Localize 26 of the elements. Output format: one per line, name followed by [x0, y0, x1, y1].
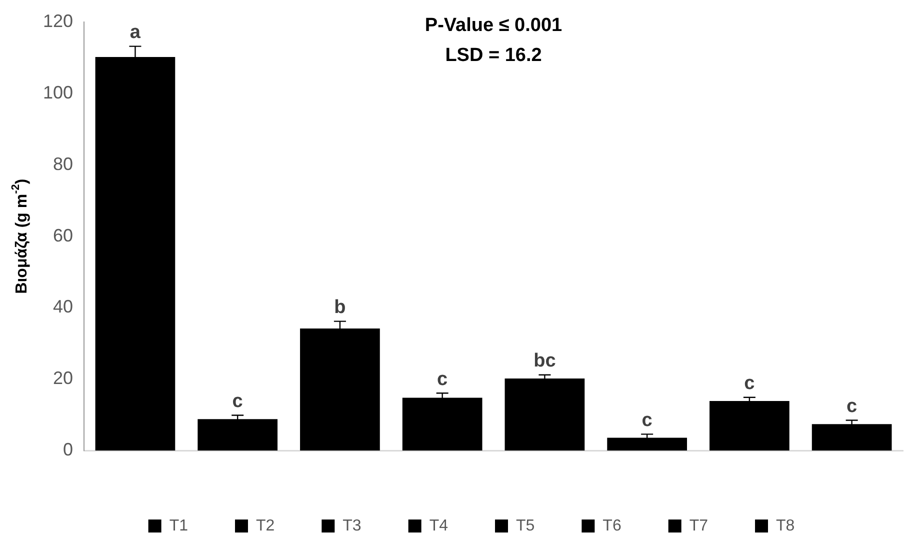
y-tick-label: 60	[53, 225, 74, 246]
data-label: c	[437, 368, 448, 390]
chart-title: P-Value ≤ 0.001	[424, 15, 563, 36]
y-tick-label: 80	[53, 154, 74, 174]
legend-label: T1	[169, 517, 188, 534]
legend-label: T6	[602, 517, 622, 534]
data-label: a	[130, 22, 141, 44]
legend-label: T5	[516, 517, 535, 534]
legend-label: T7	[689, 517, 708, 534]
data-label: c	[232, 390, 244, 412]
y-axis-title: Βιομάζα (g m-2)	[10, 178, 30, 294]
y-tick-label: 40	[53, 296, 74, 317]
legend-label: T8	[776, 517, 795, 534]
data-label: bc	[534, 350, 556, 372]
data-label: c	[744, 373, 756, 394]
data-label: c	[642, 410, 653, 431]
text: LSD = 16.2	[445, 45, 542, 66]
data-label: b	[334, 297, 346, 318]
legend-label: T4	[429, 517, 448, 534]
legend-label: T2	[256, 517, 275, 534]
data-label: c	[846, 396, 858, 417]
y-tick-label: 120	[42, 10, 74, 31]
y-tick-label: 20	[53, 368, 74, 388]
y-tick-label: 0	[63, 440, 74, 460]
legend-label: T3	[342, 517, 362, 534]
y-tick-label: 100	[42, 82, 74, 102]
